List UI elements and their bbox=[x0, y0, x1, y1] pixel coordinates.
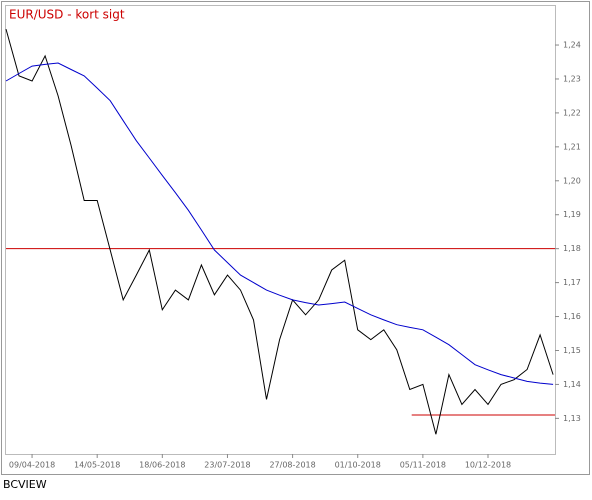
price-line bbox=[5, 62, 554, 385]
y-tick-label: 1,15 bbox=[563, 346, 581, 355]
y-tick-label: 1,20 bbox=[563, 176, 581, 185]
x-tick-label: 01/10-2018 bbox=[335, 461, 381, 470]
x-tick-label: 23/07-2018 bbox=[204, 461, 250, 470]
y-tick-label: 1,24 bbox=[563, 41, 581, 50]
y-tick-label: 1,23 bbox=[563, 74, 581, 83]
plot-frame bbox=[5, 5, 556, 455]
x-tick-label: 10/12-2018 bbox=[465, 461, 511, 470]
y-tick-label: 1,18 bbox=[563, 244, 581, 253]
y-tick-label: 1,19 bbox=[563, 210, 581, 219]
y-tick-label: 1,13 bbox=[563, 414, 581, 423]
x-tick-label: 27/08-2018 bbox=[269, 461, 315, 470]
y-tick-label: 1,17 bbox=[563, 278, 581, 287]
x-tick-label: 18/06-2018 bbox=[139, 461, 185, 470]
x-tick-label: 05/11-2018 bbox=[400, 461, 446, 470]
x-tick-label: 09/04-2018 bbox=[9, 461, 55, 470]
x-tick-label: 14/05-2018 bbox=[74, 461, 120, 470]
chart-title: EUR/USD - kort sigt bbox=[9, 8, 125, 22]
source: BCVIEW bbox=[3, 478, 47, 491]
y-tick-label: 1,14 bbox=[563, 380, 581, 389]
y-tick-label: 1,16 bbox=[563, 312, 581, 321]
y-tick-label: 1,21 bbox=[563, 142, 581, 151]
price-line bbox=[5, 28, 554, 435]
y-tick-label: 1,22 bbox=[563, 108, 581, 117]
chart-frame bbox=[1, 1, 590, 475]
